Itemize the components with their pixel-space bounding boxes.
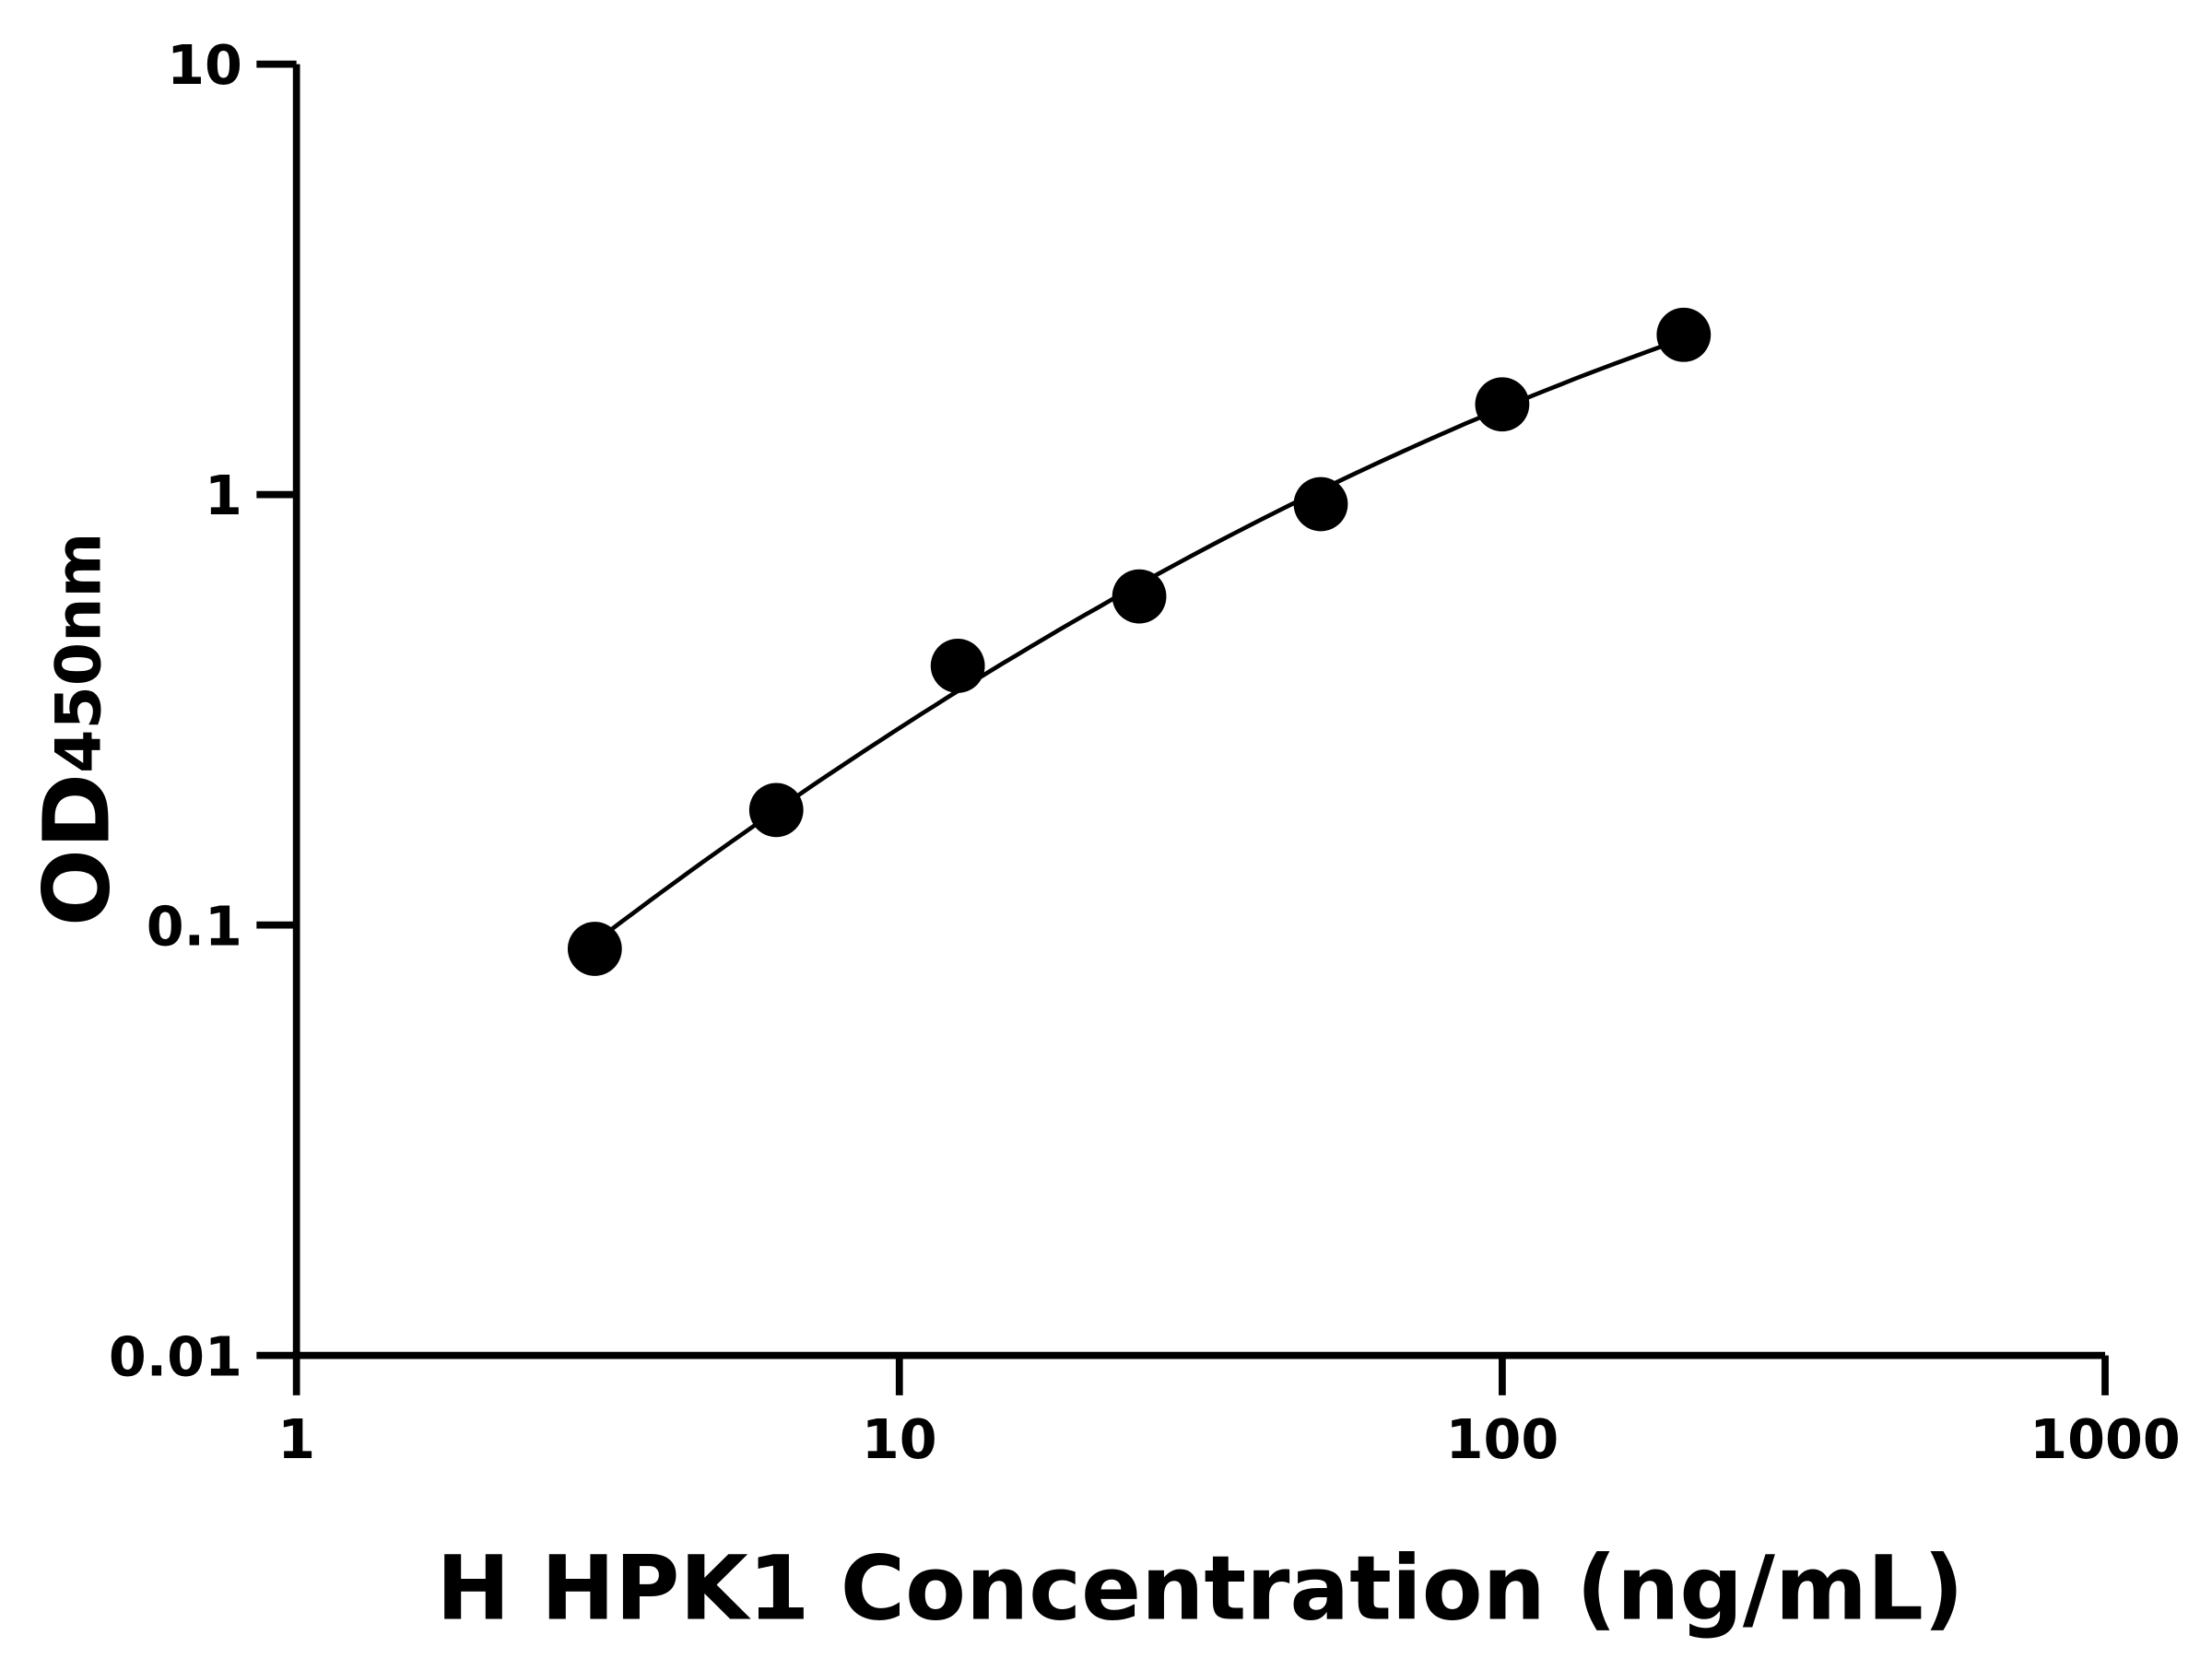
fit-curve bbox=[593, 336, 1685, 944]
data-point bbox=[748, 782, 804, 838]
data-point bbox=[1112, 569, 1167, 624]
data-points bbox=[567, 307, 1712, 976]
y-axis-label: OD450nm bbox=[25, 533, 131, 927]
data-point bbox=[1475, 377, 1530, 432]
data-point bbox=[930, 639, 985, 693]
y-tick-label: 0.01 bbox=[109, 1324, 242, 1388]
y-axis-label-sub: 450nm bbox=[42, 533, 115, 773]
y-tick-label: 1 bbox=[205, 464, 242, 527]
y-tick-label: 10 bbox=[167, 33, 242, 97]
svg-text:OD450nm: OD450nm bbox=[25, 533, 131, 927]
ticks: 1 10 100 1000 0.01 0.1 1 10 bbox=[109, 33, 2181, 1471]
x-tick-label: 1000 bbox=[2030, 1407, 2181, 1471]
data-point bbox=[1656, 307, 1712, 362]
x-axis-label: H HPK1 Concentration (ng/mL) bbox=[436, 1537, 1963, 1641]
x-tick-label: 1 bbox=[277, 1407, 315, 1471]
data-point bbox=[567, 922, 622, 976]
data-point bbox=[1293, 477, 1348, 532]
y-axis-label-main: OD bbox=[25, 773, 131, 926]
y-tick-label: 0.1 bbox=[147, 894, 242, 958]
x-tick-label: 100 bbox=[1446, 1407, 1559, 1471]
x-tick-label: 10 bbox=[862, 1407, 937, 1471]
axes bbox=[292, 64, 2106, 1359]
